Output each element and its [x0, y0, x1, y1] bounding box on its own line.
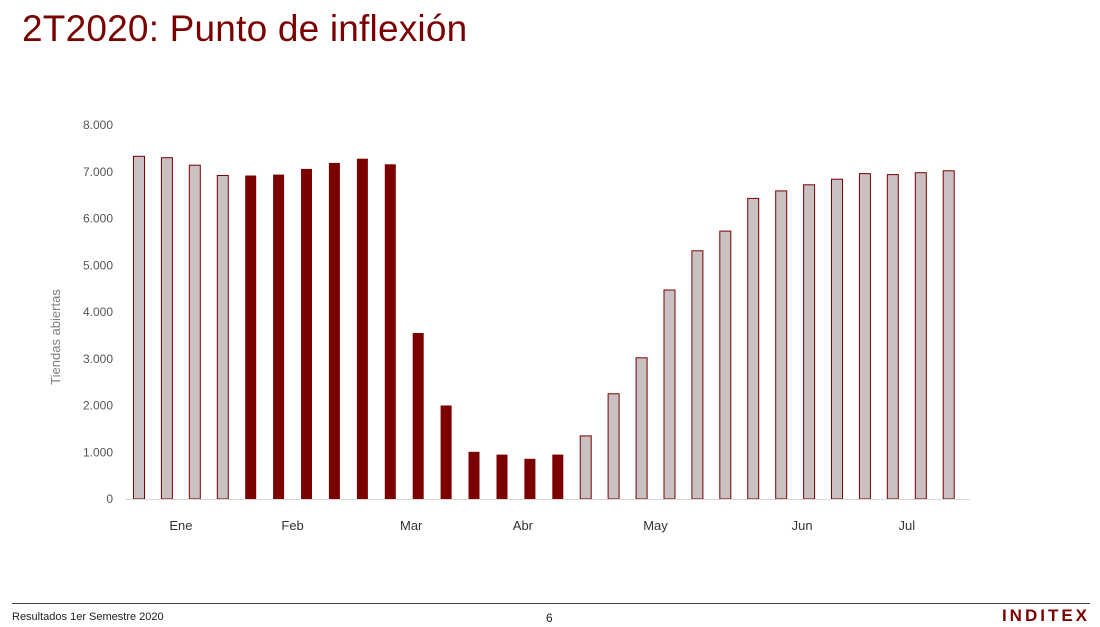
bar-chart: 0 1.000 2.000 3.000 4.000 5.000 6.000 7.000 8.00…: [48, 118, 970, 533]
x-month-label: Jun: [792, 518, 813, 533]
bar-highlighted: [496, 454, 508, 499]
bar-highlighted: [301, 168, 312, 499]
bar-highlighted: [552, 454, 564, 499]
bar-highlighted: [328, 162, 340, 499]
bar-highlighted: [468, 451, 480, 499]
bar: [886, 174, 899, 500]
bar-highlighted: [384, 164, 396, 500]
bar: [579, 435, 592, 500]
bar: [803, 184, 816, 500]
footer-report-name: Resultados 1er Semestre 2020: [12, 611, 164, 623]
y-tick-label: 2.000: [83, 399, 113, 413]
y-axis-title: Tiendas abiertas: [48, 289, 63, 385]
bar-highlighted: [356, 158, 368, 499]
bar: [133, 155, 145, 500]
x-axis-month-labels: Ene Feb Mar Abr May Jun Jul: [169, 518, 915, 533]
bar-series: [133, 155, 955, 500]
bar: [914, 172, 927, 500]
page-number: 6: [546, 611, 553, 625]
y-tick-label: 6.000: [83, 212, 113, 226]
bar: [831, 178, 843, 500]
y-axis-tick-labels: 0 1.000 2.000 3.000 4.000 5.000 6.000 7.000 8.00…: [83, 118, 113, 506]
inditex-logo: INDITEX: [1001, 606, 1090, 625]
bar: [691, 250, 704, 500]
bar: [216, 175, 229, 500]
y-tick-label: 4.000: [83, 305, 113, 319]
bar-highlighted: [412, 333, 424, 499]
bar: [719, 230, 732, 500]
x-month-label: Jul: [898, 518, 915, 533]
y-tick-label: 0: [106, 492, 113, 506]
bar: [160, 157, 173, 500]
y-tick-label: 1.000: [83, 445, 113, 459]
bar: [942, 170, 955, 500]
y-tick-label: 3.000: [83, 352, 113, 366]
bar: [775, 190, 788, 500]
bar-highlighted: [440, 405, 452, 499]
bar-highlighted: [273, 174, 285, 499]
x-month-label: Ene: [169, 518, 192, 533]
x-month-label: Abr: [513, 518, 534, 533]
x-month-label: May: [643, 518, 668, 533]
bar-highlighted: [524, 458, 536, 499]
page-title: 2T2020: Punto de inflexión: [22, 8, 468, 49]
y-tick-label: 5.000: [83, 258, 113, 272]
y-tick-label: 8.000: [83, 118, 113, 132]
bar: [607, 393, 620, 500]
bar: [635, 357, 648, 500]
bar: [663, 289, 676, 500]
bar: [188, 164, 201, 500]
bar: [858, 173, 871, 500]
bar-highlighted: [245, 175, 257, 499]
footer-divider: [12, 603, 1090, 604]
bar: [747, 197, 760, 500]
y-tick-label: 7.000: [83, 165, 113, 179]
x-month-label: Mar: [400, 518, 423, 533]
x-month-label: Feb: [281, 518, 303, 533]
